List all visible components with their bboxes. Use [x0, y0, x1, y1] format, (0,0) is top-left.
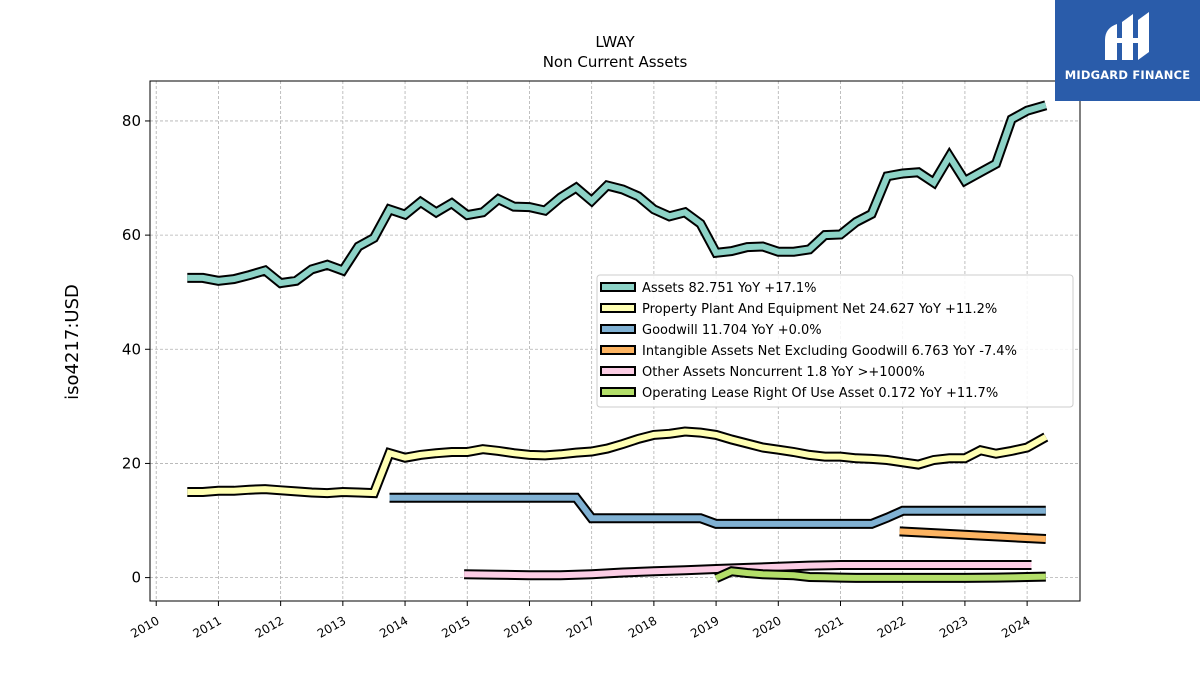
logo-mark-icon — [1105, 12, 1149, 60]
x-tick-label: 2012 — [253, 613, 286, 640]
logo-text: MIDGARD FINANCE — [1064, 68, 1191, 82]
y-tick-label: 80 — [122, 112, 141, 130]
x-tick-label: 2022 — [875, 613, 908, 640]
legend-label: Assets 82.751 YoY +17.1% — [642, 281, 817, 296]
legend-swatch — [600, 387, 636, 397]
plot-frame — [149, 80, 1081, 602]
legend: Assets 82.751 YoY +17.1% Property Plant A… — [596, 274, 1074, 408]
series-5 — [714, 566, 1046, 583]
legend-label: Goodwill 11.704 YoY +0.0% — [642, 323, 822, 338]
x-tick-label: 2011 — [190, 613, 223, 640]
y-tick-label: 0 — [131, 569, 141, 587]
series-0 — [187, 100, 1048, 289]
midgard-finance-logo: MIDGARD FINANCE — [1055, 0, 1200, 101]
y-tick-label: 20 — [122, 454, 141, 472]
legend-box — [596, 274, 1074, 408]
legend-swatch — [600, 324, 636, 334]
series-2 — [389, 492, 1046, 529]
x-tick-label: 2014 — [377, 613, 410, 640]
series-line — [187, 102, 1047, 287]
series-4 — [464, 560, 1032, 581]
legend-swatch — [600, 303, 636, 313]
legend-label: Property Plant And Equipment Net 24.627 … — [642, 302, 997, 317]
legend-label: Operating Lease Right Of Use Asset 0.172… — [642, 386, 998, 401]
series-line — [389, 494, 1046, 527]
legend-swatch — [600, 282, 636, 292]
chart-title: LWAY — [595, 33, 635, 51]
series-line — [714, 568, 1046, 581]
series-layer — [187, 100, 1049, 583]
x-tick-label: 2016 — [502, 613, 535, 640]
series-line — [899, 528, 1046, 542]
x-tick-label: 2017 — [564, 613, 597, 640]
x-tick-label: 2018 — [626, 613, 659, 640]
x-tick-label: 2019 — [688, 613, 721, 640]
x-tick-label: 2021 — [813, 613, 846, 640]
x-tick-label: 2010 — [128, 613, 161, 640]
series-3 — [899, 526, 1047, 544]
legend-swatch — [600, 366, 636, 376]
y-tick-label: 60 — [122, 226, 141, 244]
x-tick-label: 2020 — [750, 613, 783, 640]
y-axis-label: iso4217:USD — [62, 284, 83, 400]
series-1 — [187, 426, 1049, 499]
series-line — [464, 562, 1032, 579]
x-tick-label: 2023 — [937, 613, 970, 640]
x-tick-label: 2024 — [999, 613, 1032, 640]
series-outline — [187, 100, 1048, 289]
x-tick-label: 2015 — [439, 613, 472, 640]
legend-swatch — [600, 345, 636, 355]
x-tick-label: 2013 — [315, 613, 348, 640]
y-tick-label: 40 — [122, 340, 141, 358]
chart-subtitle: Non Current Assets — [543, 53, 688, 71]
series-line — [187, 428, 1048, 497]
legend-label: Other Assets Noncurrent 1.8 YoY >+1000% — [642, 365, 925, 380]
legend-label: Intangible Assets Net Excluding Goodwill… — [642, 344, 1017, 359]
